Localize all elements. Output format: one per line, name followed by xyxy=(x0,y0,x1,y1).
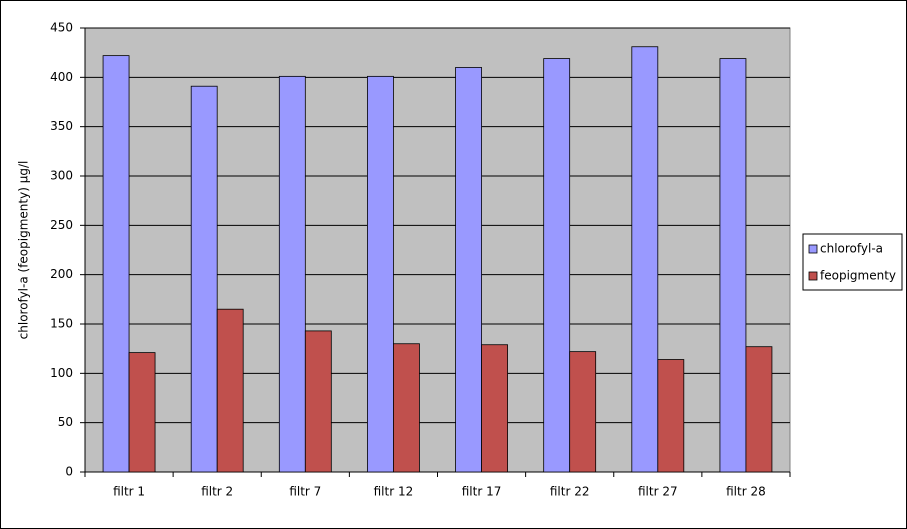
x-tick-label: filtr 1 xyxy=(113,485,145,499)
plot-area xyxy=(84,27,791,473)
bar xyxy=(543,58,571,473)
bar xyxy=(102,55,130,473)
y-tick-label: 450 xyxy=(50,21,73,35)
bar xyxy=(367,75,394,473)
x-tick-label: filtr 17 xyxy=(462,485,502,499)
x-tick-label: filtr 28 xyxy=(726,485,766,499)
bar xyxy=(216,308,244,473)
bar xyxy=(128,352,156,473)
x-tick-label: filtr 27 xyxy=(638,485,678,499)
legend-swatch xyxy=(808,271,818,281)
bar xyxy=(745,346,773,473)
bar xyxy=(481,344,508,473)
legend-swatch xyxy=(808,244,818,254)
bar xyxy=(569,351,597,473)
y-tick-label: 300 xyxy=(50,169,73,183)
bar xyxy=(190,85,218,473)
legend-label: feopigmenty xyxy=(820,269,896,283)
bar xyxy=(304,330,332,473)
x-tick-label: filtr 7 xyxy=(289,485,321,499)
x-tick-label: filtr 2 xyxy=(201,485,233,499)
bar xyxy=(393,343,420,473)
bar xyxy=(455,67,482,473)
y-tick-label: 50 xyxy=(58,415,73,429)
legend-box xyxy=(802,233,903,291)
bar xyxy=(278,75,306,473)
y-tick-label: 400 xyxy=(50,70,73,84)
y-tick-label: 350 xyxy=(50,119,73,133)
y-tick-label: 100 xyxy=(50,366,73,380)
bar xyxy=(657,359,685,473)
y-tick-label: 0 xyxy=(65,465,73,479)
legend-label: chlorofyl-a xyxy=(820,242,883,256)
y-tick-label: 150 xyxy=(50,317,73,331)
bar xyxy=(631,46,659,473)
x-tick-label: filtr 12 xyxy=(374,485,414,499)
y-axis-label: chlorofyl-a (feopigmenty) µg/l xyxy=(17,161,31,340)
x-tick-label: filtr 22 xyxy=(550,485,590,499)
bar xyxy=(719,58,747,473)
y-tick-label: 200 xyxy=(50,267,73,281)
y-tick-label: 250 xyxy=(50,218,73,232)
